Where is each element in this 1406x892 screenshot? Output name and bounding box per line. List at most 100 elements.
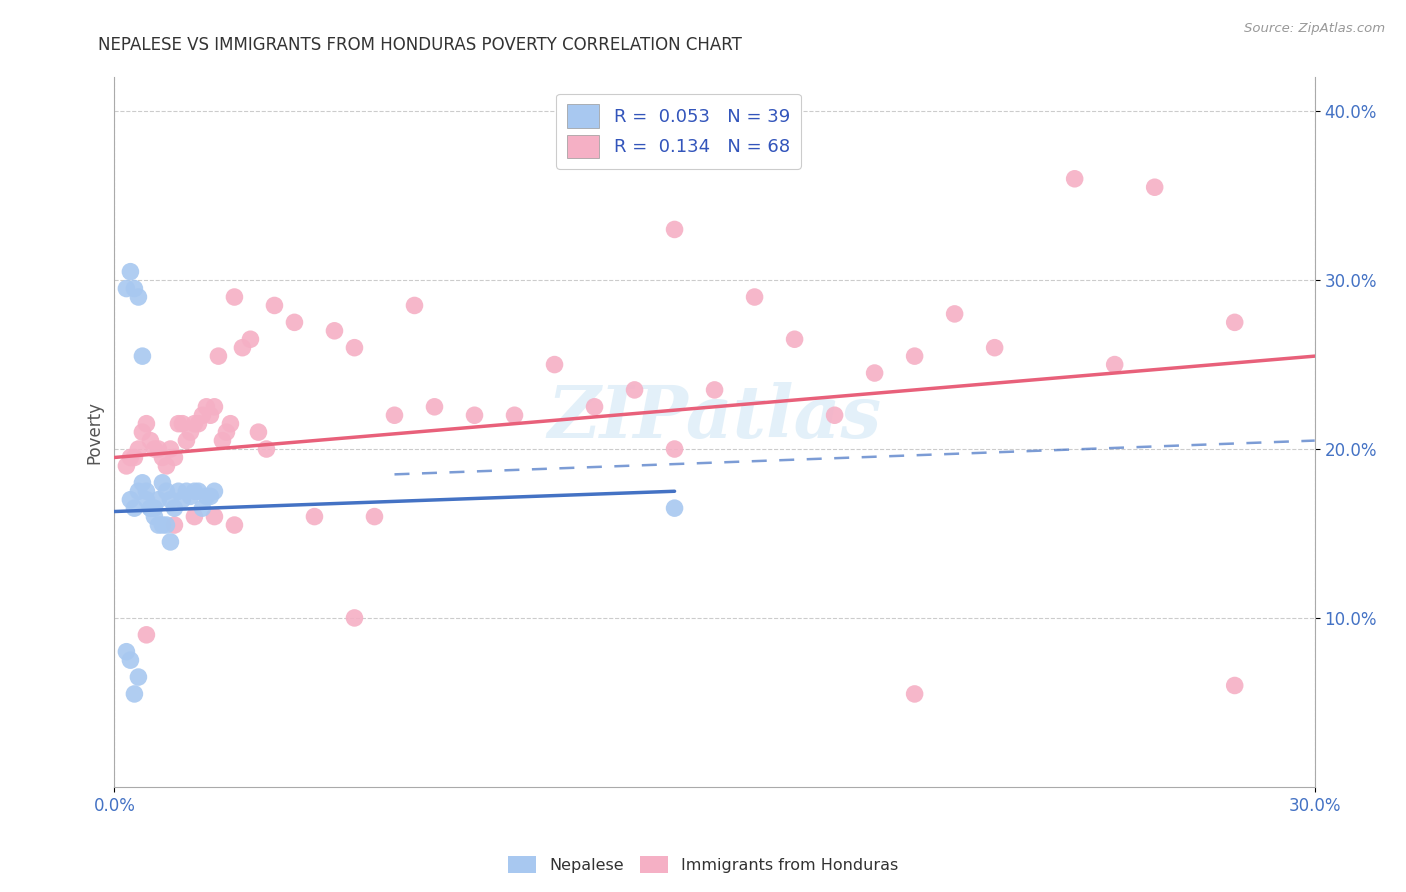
Point <box>120 265 142 279</box>
Point <box>463 409 485 423</box>
Point <box>131 425 153 439</box>
Point <box>159 492 181 507</box>
Text: Source: ZipAtlas.com: Source: ZipAtlas.com <box>1244 22 1385 36</box>
Point <box>224 290 246 304</box>
Point <box>215 425 238 439</box>
Point <box>204 400 226 414</box>
Point <box>131 349 153 363</box>
Point <box>904 687 927 701</box>
Point <box>124 687 146 701</box>
Point <box>115 645 138 659</box>
Point <box>135 492 157 507</box>
Point <box>219 417 242 431</box>
Point <box>152 475 174 490</box>
Point <box>211 434 233 448</box>
Point <box>824 409 846 423</box>
Point <box>152 450 174 465</box>
Point <box>343 341 366 355</box>
Point <box>343 611 366 625</box>
Point <box>187 484 209 499</box>
Point <box>183 484 205 499</box>
Point <box>247 425 270 439</box>
Point <box>783 332 806 346</box>
Point <box>127 442 149 456</box>
Text: ZIPatlas: ZIPatlas <box>547 383 882 453</box>
Point <box>176 484 198 499</box>
Point <box>155 484 177 499</box>
Point <box>363 509 385 524</box>
Point <box>187 417 209 431</box>
Point <box>239 332 262 346</box>
Point <box>179 489 201 503</box>
Point <box>503 409 526 423</box>
Point <box>183 509 205 524</box>
Point <box>127 670 149 684</box>
Legend: Nepalese, Immigrants from Honduras: Nepalese, Immigrants from Honduras <box>501 849 905 880</box>
Point <box>139 434 162 448</box>
Text: NEPALESE VS IMMIGRANTS FROM HONDURAS POVERTY CORRELATION CHART: NEPALESE VS IMMIGRANTS FROM HONDURAS POV… <box>98 36 742 54</box>
Point <box>703 383 725 397</box>
Point <box>983 341 1005 355</box>
Point <box>155 458 177 473</box>
Point <box>124 450 146 465</box>
Point <box>159 535 181 549</box>
Point <box>623 383 645 397</box>
Point <box>143 509 166 524</box>
Point <box>204 509 226 524</box>
Point <box>139 501 162 516</box>
Point <box>172 492 194 507</box>
Point <box>200 409 222 423</box>
Point <box>664 222 686 236</box>
Point <box>115 282 138 296</box>
Point <box>152 518 174 533</box>
Point <box>664 442 686 456</box>
Point <box>179 425 201 439</box>
Point <box>204 484 226 499</box>
Point <box>200 489 222 503</box>
Point <box>195 489 218 503</box>
Point <box>224 518 246 533</box>
Point <box>163 450 186 465</box>
Point <box>120 450 142 465</box>
Point <box>863 366 886 380</box>
Point <box>664 501 686 516</box>
Point <box>172 417 194 431</box>
Point <box>163 518 186 533</box>
Point <box>744 290 766 304</box>
Point <box>191 501 214 516</box>
Point <box>143 442 166 456</box>
Point <box>143 501 166 516</box>
Point <box>207 349 229 363</box>
Point <box>283 315 305 329</box>
Point <box>155 518 177 533</box>
Point <box>159 442 181 456</box>
Point <box>115 458 138 473</box>
Point <box>148 518 170 533</box>
Point <box>256 442 278 456</box>
Point <box>131 475 153 490</box>
Point <box>231 341 253 355</box>
Point <box>163 501 186 516</box>
Point <box>148 492 170 507</box>
Point <box>263 298 285 312</box>
Point <box>120 492 142 507</box>
Point <box>127 484 149 499</box>
Y-axis label: Poverty: Poverty <box>86 401 103 464</box>
Point <box>1063 171 1085 186</box>
Point <box>191 409 214 423</box>
Point <box>543 358 565 372</box>
Point <box>195 400 218 414</box>
Point <box>135 417 157 431</box>
Point <box>167 417 190 431</box>
Point <box>148 442 170 456</box>
Point <box>135 484 157 499</box>
Point <box>943 307 966 321</box>
Legend: R =  0.053   N = 39, R =  0.134   N = 68: R = 0.053 N = 39, R = 0.134 N = 68 <box>557 94 801 169</box>
Point <box>167 484 190 499</box>
Point <box>404 298 426 312</box>
Point <box>583 400 606 414</box>
Point <box>176 434 198 448</box>
Point <box>304 509 326 524</box>
Point <box>120 653 142 667</box>
Point <box>904 349 927 363</box>
